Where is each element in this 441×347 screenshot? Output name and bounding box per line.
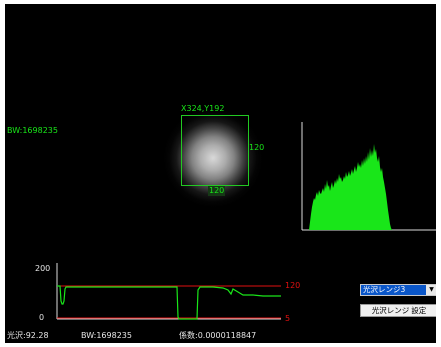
chevron-down-icon[interactable]: ▼ [426,285,436,295]
roi-box[interactable] [181,115,249,186]
trend-chart [56,263,281,320]
trend-upper-limit-label: 120 [285,281,301,290]
trend-lower-limit-label: 5 [285,314,291,323]
histogram [301,122,436,231]
trend-line [57,285,281,320]
bw-readout: BW:1698235 [7,126,58,135]
gloss-range-select-value: 光沢レンジ3 [363,285,406,294]
trend-y-min-label: 0 [39,313,45,322]
gloss-range-select[interactable]: 光沢レンジ3 ▼ [360,284,436,296]
coefficient-value: 係数:0.0000118847 [179,331,257,340]
gloss-value: 光沢:92.28 [7,331,49,340]
set-gloss-range-button[interactable]: 光沢レンジ 設定 [360,304,436,317]
camera-viewport: BW:1698235 X324,Y192 120 120 200 0 120 5… [5,4,436,343]
trend-y-max-label: 200 [35,264,51,273]
bw-value: BW:1698235 [81,331,132,340]
histogram-area [309,144,392,230]
roi-coordinate-label: X324,Y192 [181,104,225,113]
roi-width-label: 120 [249,143,265,152]
roi-height-label: 120 [208,186,226,196]
